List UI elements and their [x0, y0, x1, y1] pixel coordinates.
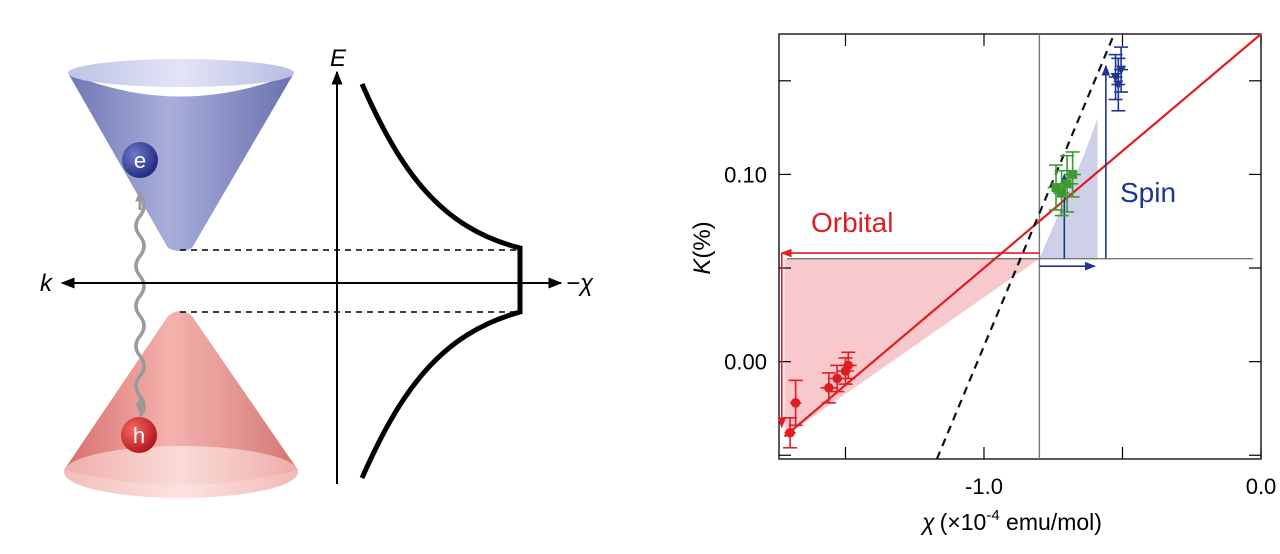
data-point — [1057, 188, 1067, 198]
conduction-band-cone — [68, 59, 294, 251]
wavy-transition-line — [134, 194, 146, 418]
annotation-arrows — [777, 64, 1111, 429]
fit-lines — [783, 33, 1262, 460]
data-point — [1116, 65, 1127, 75]
x-tick-label: 0.0 — [1246, 474, 1277, 499]
knight-shift-chart: Orbital Spin K(%) χ (×10-4 emu/mol) -1.0 0… — [689, 33, 1276, 535]
hole-ball: h — [121, 417, 157, 453]
data-point — [843, 360, 854, 371]
data-point — [790, 398, 801, 408]
y-axis-title: K(%) — [689, 221, 716, 274]
orbital-fit-line — [783, 33, 1262, 438]
data-point — [1068, 169, 1078, 179]
data-point — [1062, 179, 1072, 189]
x-axis-exponent: -4 — [986, 507, 999, 524]
shaded-regions — [784, 118, 1098, 437]
y-tick-label: 0.10 — [724, 162, 767, 187]
band-schematic: e h E k −χ — [40, 45, 594, 498]
y-axis-unit: (%) — [689, 221, 716, 258]
chart-text: Orbital Spin K(%) χ (×10-4 emu/mol) -1.0 0… — [689, 162, 1276, 535]
data-points — [783, 46, 1129, 449]
valence-band-cone — [64, 311, 298, 498]
electron-label: e — [134, 148, 146, 173]
energy-axis-label: E — [330, 45, 347, 72]
total-fit-dashed-line — [935, 33, 1116, 460]
spin-annotation: Spin — [1120, 177, 1176, 208]
plot-border — [778, 33, 1262, 460]
x-axis-symbol: χ — [920, 509, 935, 535]
spin-shaded-region — [1039, 118, 1098, 259]
orbital-shaded-region — [784, 258, 1040, 437]
chi-axis-label: −χ — [566, 270, 594, 297]
data-point — [785, 427, 795, 438]
k-axis-label: k — [40, 270, 54, 297]
plot-frame — [778, 33, 1262, 460]
x-axis-unit-prefix: (×10 — [940, 509, 987, 535]
y-axis-symbol: K — [689, 258, 716, 275]
x-tick-label: -1.0 — [965, 474, 1003, 499]
x-axis-unit-suffix: emu/mol) — [1000, 509, 1102, 535]
susceptibility-curve — [359, 82, 523, 480]
electron-ball: e — [122, 142, 158, 178]
data-point — [832, 373, 842, 384]
data-point — [1051, 183, 1061, 193]
y-tick-label: 0.00 — [724, 350, 767, 375]
data-point — [824, 383, 834, 393]
x-axis-title: χ (×10-4 emu/mol) — [920, 507, 1102, 535]
orbital-annotation: Orbital — [811, 207, 893, 238]
hole-label: h — [133, 423, 145, 448]
